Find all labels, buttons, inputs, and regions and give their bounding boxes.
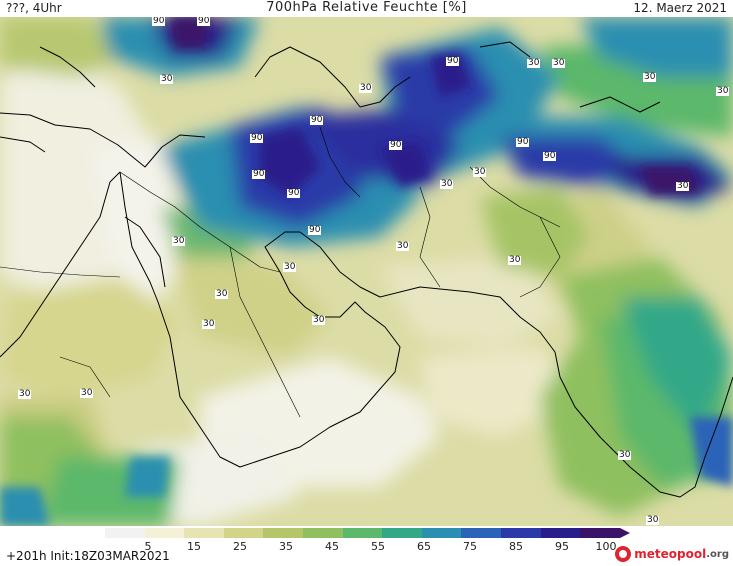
contour-label: 90 [310,115,324,125]
color-scale-tick: 15 [187,540,201,553]
color-scale-swatch [382,528,422,538]
humidity-map-canvas [0,17,733,526]
contour-label: 30 [440,179,454,189]
forecast-date: 12. Maerz 2021 [633,1,727,15]
color-scale-swatch [144,528,185,538]
contour-label: 30 [215,289,229,299]
contour-label: 90 [308,225,322,235]
color-scale-tick: 65 [417,540,431,553]
color-scale-tick: 5 [144,540,152,553]
contour-label: 30 [80,388,94,398]
contour-label: 30 [473,167,487,177]
borders [0,126,561,418]
color-scale-swatch [342,528,383,538]
contour-label: 30 [618,450,632,460]
contour-label: 30 [676,181,690,191]
color-scale-swatch [501,528,541,538]
color-scale-tick: 35 [279,540,293,553]
color-scale-swatch [421,528,462,538]
coastlines [0,41,733,498]
contour-label: 30 [716,86,730,96]
brand-logo[interactable]: meteopool .org [615,546,729,562]
color-scale-swatch [580,528,620,538]
color-scale-arrow [620,528,630,538]
color-scale-swatch [540,528,581,538]
contour-label: 30 [312,315,326,325]
contour-label: 30 [508,255,522,265]
contour-label: 90 [252,169,266,179]
contour-label: 30 [160,74,174,84]
contour-label: 90 [197,17,211,26]
contour-label: 90 [543,151,557,161]
contour-label: 30 [643,72,657,82]
color-scale-swatch [461,528,502,538]
color-scale-swatch [223,528,264,538]
contour-label: 30 [552,58,566,68]
contour-label: 90 [250,133,264,143]
color-scale-tick: 55 [371,540,385,553]
color-scale-bar [105,528,620,538]
humidity-map: 90 90 30 90 30 30 30 30 90 30 90 90 90 90 90 90 30 90 30 30… [0,17,733,526]
contour-label: 30 [18,389,32,399]
brand-suffix: .org [706,548,729,560]
contour-label: 30 [283,262,297,272]
color-scale-tick: 100 [595,540,617,553]
color-scale-tick: 45 [325,540,339,553]
contour-label: 90 [152,17,166,26]
model-run-info: +201h Init:18Z03MAR2021 [6,549,170,563]
color-scale-tick: 75 [463,540,477,553]
brand-name: meteopool [634,547,707,561]
contour-label: 90 [446,56,460,66]
color-scale-tick: 95 [555,540,569,553]
contour-label: 30 [646,515,660,525]
meteopool-logo-icon [615,546,632,562]
color-scale-tick: 25 [233,540,247,553]
map-title: 700hPa Relative Feuchte [%] [266,0,467,15]
contour-label: 30 [396,241,410,251]
forecast-day-label: ???, 4Uhr [6,1,62,15]
contour-label: 30 [202,319,216,329]
contour-label: 30 [359,83,373,93]
color-scale-labels: 5 15 25 35 45 55 65 75 85 95 100 [0,540,733,554]
contour-label: 30 [527,58,541,68]
color-scale-tick: 85 [509,540,523,553]
color-scale-swatch [303,528,343,538]
color-scale-swatch [263,528,304,538]
contour-label: 30 [172,236,186,246]
contour-label: 90 [389,140,403,150]
color-scale-swatch [184,528,224,538]
color-scale-swatch [105,528,145,538]
contour-label: 90 [287,188,301,198]
contour-label: 90 [516,137,530,147]
